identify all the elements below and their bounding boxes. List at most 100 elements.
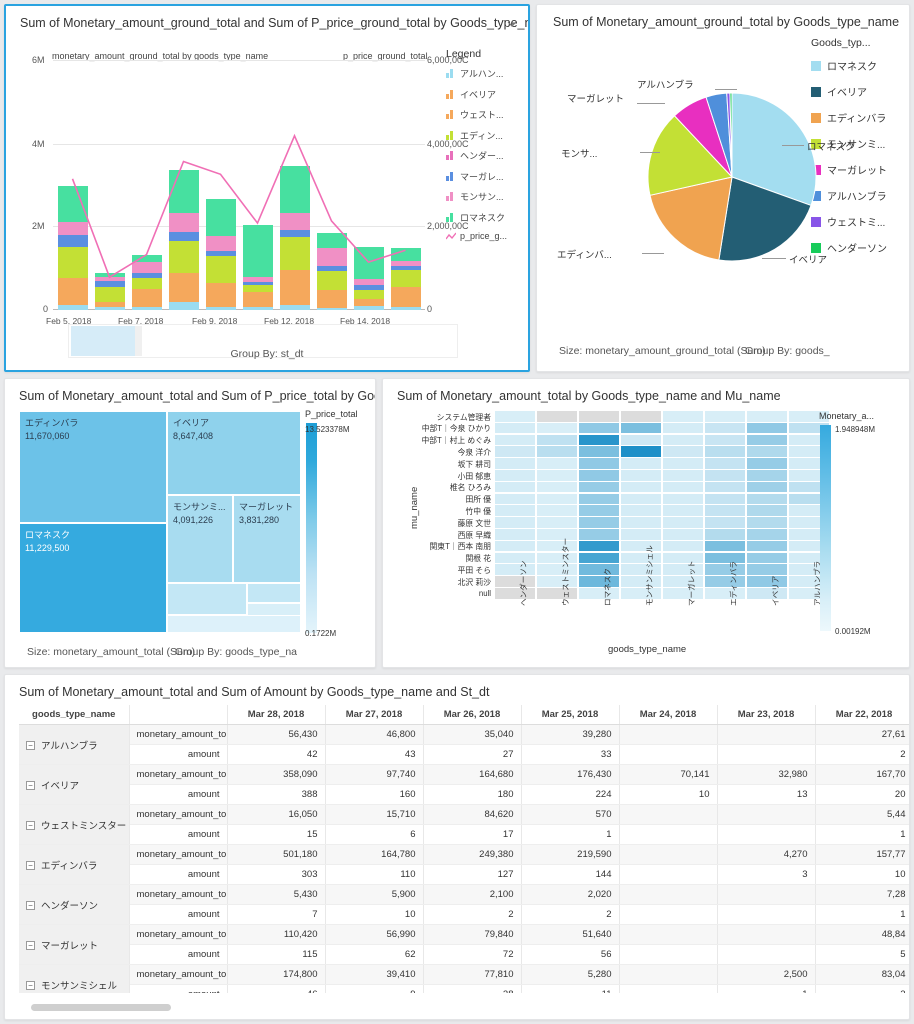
bar-segment[interactable] (131, 278, 162, 289)
heatmap-cell[interactable] (663, 411, 703, 422)
heatmap-cell[interactable] (705, 411, 745, 422)
brush-selection[interactable] (71, 326, 139, 356)
table-cell-amount[interactable]: 28 (423, 984, 522, 993)
heatmap-cell[interactable] (579, 481, 619, 493)
table-cell-amount[interactable] (619, 824, 718, 845)
table-row[interactable]: − モンサンミシェル monetary_amount_to 174,800 39,410… (19, 964, 909, 993)
bar-segment[interactable] (353, 298, 384, 307)
heatmap-cell[interactable] (789, 552, 829, 564)
treemap-cell-small-4[interactable] (167, 615, 301, 633)
heatmap-cell[interactable] (663, 552, 703, 564)
table-col-header-date-1[interactable]: Mar 27, 2018 (325, 705, 424, 725)
panel-pivot-table[interactable]: Sum of Monetary_amount_total and Sum of … (4, 674, 910, 1020)
row-collapse-icon[interactable]: − (26, 981, 35, 991)
table-horizontal-scrollbar[interactable] (31, 1004, 171, 1011)
bar-segment[interactable] (316, 290, 347, 308)
heatmap-cell[interactable] (621, 434, 661, 446)
heatmap-cell[interactable] (663, 576, 703, 587)
heatmap-cell[interactable] (663, 470, 703, 481)
heatmap-cell[interactable] (537, 505, 577, 516)
table-cell-amount[interactable]: 20 (815, 784, 909, 805)
pie-slice[interactable] (731, 92, 817, 207)
heatmap-cell[interactable] (705, 576, 745, 587)
heatmap-cell[interactable] (789, 576, 829, 587)
table-cell-monetary[interactable]: 77,810 (423, 964, 522, 985)
table-cell-monetary[interactable]: 70,141 (619, 764, 718, 785)
table-cell-amount[interactable]: 46 (227, 984, 326, 993)
table-cell-amount[interactable]: 1 (815, 824, 909, 845)
heatmap-cell[interactable] (747, 422, 787, 434)
bar-segment[interactable] (131, 288, 162, 308)
table-cell-amount[interactable]: 27 (423, 744, 522, 765)
bar-column[interactable] (353, 247, 384, 310)
table-cell-monetary[interactable]: 176,430 (521, 764, 620, 785)
table-cell-amount[interactable] (619, 984, 718, 993)
legend-item[interactable]: ロマネスク (446, 211, 524, 224)
heatmap-cell[interactable] (537, 552, 577, 564)
bar-segment[interactable] (205, 250, 236, 256)
heatmap-cell[interactable] (789, 505, 829, 516)
panel-treemap[interactable]: Sum of Monetary_amount_total and Sum of … (4, 378, 376, 668)
heatmap-cell[interactable] (579, 505, 619, 516)
table-row[interactable]: − イベリア monetary_amount_to 358,090 97,740 164,… (19, 764, 909, 805)
heatmap-cell[interactable] (663, 493, 703, 505)
table-col-header-date-6[interactable]: Mar 22, 2018 (815, 705, 909, 725)
table-cell-amount[interactable]: 17 (423, 824, 522, 845)
table-cell-amount[interactable]: 224 (521, 784, 620, 805)
bar-segment[interactable] (242, 307, 273, 310)
heatmap-cell[interactable] (789, 434, 829, 446)
table-cell-monetary[interactable]: 79,840 (423, 924, 522, 945)
table-cell-amount[interactable] (717, 904, 816, 925)
heatmap-cell[interactable] (747, 493, 787, 505)
bar-segment[interactable] (279, 212, 310, 230)
heatmap-cell[interactable] (621, 576, 661, 587)
table-cell-monetary[interactable]: 164,680 (423, 764, 522, 785)
table-cell-monetary[interactable]: 5,280 (521, 964, 620, 985)
legend-item[interactable]: アルハン... (446, 67, 524, 80)
bar-segment[interactable] (168, 273, 199, 303)
table-row[interactable]: − ウェストミンスター monetary_amount_to 16,050 15,710… (19, 804, 909, 845)
bar-segment[interactable] (205, 307, 236, 310)
table-cell-amount[interactable] (619, 744, 718, 765)
table-cell-monetary[interactable]: 5,430 (227, 884, 326, 905)
bar-segment[interactable] (57, 277, 88, 306)
legend-item[interactable]: p_price_g... (445, 231, 524, 241)
table-cell-monetary[interactable]: 83,04 (815, 964, 909, 985)
heatmap-cell[interactable] (705, 505, 745, 516)
bar-segment[interactable] (205, 198, 236, 236)
table-col-header-date-3[interactable]: Mar 25, 2018 (521, 705, 620, 725)
panel-pie-chart[interactable]: Sum of Monetary_amount_ground_total by G… (536, 4, 910, 372)
heatmap-cell[interactable] (495, 540, 535, 552)
heatmap-cell[interactable] (537, 588, 577, 599)
heatmap-cell[interactable] (579, 540, 619, 552)
table-cell-monetary[interactable]: 219,590 (521, 844, 620, 865)
bar-segment[interactable] (279, 165, 310, 213)
heatmap-cell[interactable] (621, 540, 661, 552)
heatmap-cell[interactable] (621, 470, 661, 481)
table-cell-amount[interactable]: 9 (325, 984, 424, 993)
bar-segment[interactable] (94, 280, 125, 287)
heatmap-cell[interactable] (663, 529, 703, 540)
table-cell-amount[interactable]: 115 (227, 944, 326, 965)
table-cell-monetary[interactable]: 174,800 (227, 964, 326, 985)
heatmap-cell[interactable] (537, 411, 577, 422)
pie-slice[interactable] (649, 176, 733, 261)
heatmap-cell[interactable] (789, 529, 829, 540)
table-cell-amount[interactable]: 10 (325, 904, 424, 925)
table-cell-monetary[interactable]: 32,980 (717, 764, 816, 785)
bar-segment[interactable] (316, 248, 347, 266)
bar-segment[interactable] (57, 221, 88, 236)
bar-segment[interactable] (279, 304, 310, 310)
table-cell-amount[interactable]: 110 (325, 864, 424, 885)
table-cell-monetary[interactable] (717, 804, 816, 825)
heatmap-cell[interactable] (621, 517, 661, 528)
heatmap-cell[interactable] (621, 505, 661, 516)
heatmap-cell[interactable] (537, 434, 577, 446)
bar-segment[interactable] (353, 247, 384, 280)
table-cell-amount[interactable]: 33 (521, 744, 620, 765)
heatmap-cell[interactable] (663, 446, 703, 457)
heatmap-cell[interactable] (537, 446, 577, 457)
heatmap-cell[interactable] (663, 517, 703, 528)
pie-legend-item[interactable]: イベリア (811, 84, 903, 99)
heatmap-cell[interactable] (747, 470, 787, 481)
